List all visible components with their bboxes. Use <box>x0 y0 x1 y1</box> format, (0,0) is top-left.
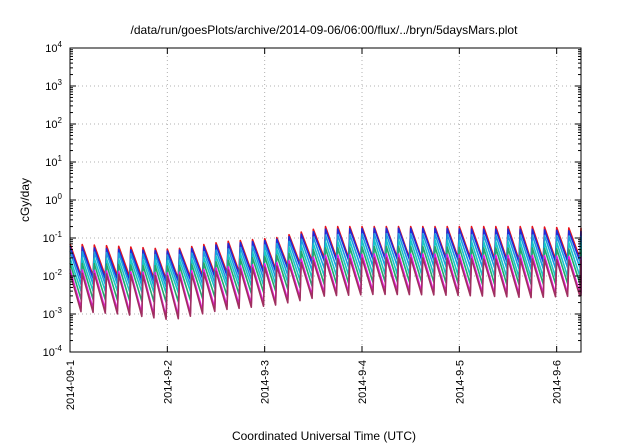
y-tick-label: 100 <box>45 192 62 207</box>
y-axis-ticks: 10-4 10-3 10-2 10-1 100 101 102 103 104 <box>43 40 581 359</box>
series-line <box>69 257 582 320</box>
chart-title: /data/run/goesPlots/archive/2014-09-06/0… <box>131 23 519 37</box>
x-axis-ticks: 2014-09-1 2014-9-2 2014-9-3 2014-9-4 2014-9-… <box>65 48 564 410</box>
series-line <box>69 232 582 288</box>
y-tick-label: 102 <box>45 116 62 131</box>
x-tick-label: 2014-9-5 <box>454 360 466 404</box>
grid <box>70 48 581 352</box>
series-line <box>69 238 582 294</box>
y-tick-label: 103 <box>45 78 62 93</box>
y-tick-label: 10-4 <box>43 344 63 359</box>
y-tick-label: 101 <box>45 154 62 169</box>
x-tick-label: 2014-09-1 <box>65 360 77 410</box>
x-tick-label: 2014-9-2 <box>162 360 174 404</box>
y-axis-label: cGy/day <box>18 178 32 222</box>
x-tick-label: 2014-9-4 <box>357 360 369 404</box>
series-line <box>69 245 582 304</box>
y-tick-label: 104 <box>45 40 62 55</box>
y-tick-label: 10-2 <box>43 268 63 283</box>
series-layer <box>69 225 582 320</box>
x-axis-label: Coordinated Universal Time (UTC) <box>232 429 416 443</box>
series-line <box>69 227 582 283</box>
x-tick-label: 2014-9-3 <box>260 360 272 404</box>
y-tick-label: 10-3 <box>43 306 63 321</box>
x-tick-label: 2014-9-6 <box>552 360 564 404</box>
y-tick-label: 10-1 <box>43 230 63 245</box>
